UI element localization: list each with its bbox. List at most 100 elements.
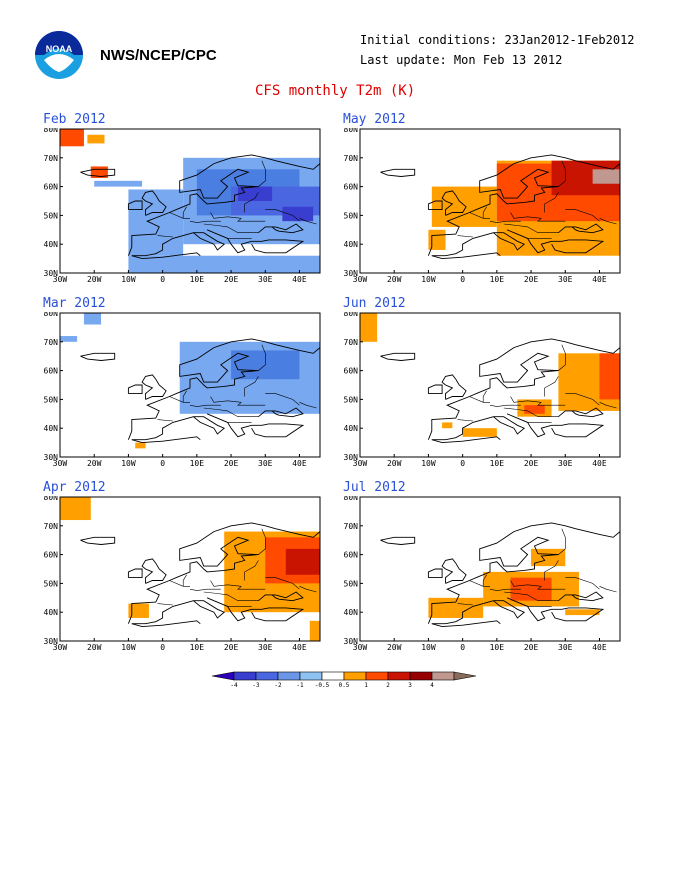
legend-label: -3 <box>252 682 260 689</box>
border <box>558 344 566 371</box>
lon-label: 20W <box>387 275 402 284</box>
lat-label: 70N <box>344 338 359 347</box>
lat-label: 30N <box>344 453 359 462</box>
border <box>237 586 266 590</box>
coastline <box>127 384 143 395</box>
map-frame <box>59 312 321 458</box>
lon-label: 30E <box>258 643 273 652</box>
panel-title: Feb 2012 <box>43 112 106 127</box>
border <box>544 376 559 397</box>
lat-label: 40N <box>44 424 59 433</box>
lat-label: 70N <box>344 154 359 163</box>
lon-label: 30W <box>353 459 368 468</box>
anomaly-cell <box>83 313 102 325</box>
anomaly-cell <box>309 620 320 641</box>
legend-swatch <box>321 671 345 681</box>
coastline <box>380 352 416 361</box>
coastline <box>431 436 501 444</box>
coastline <box>206 413 305 438</box>
coastline <box>427 568 443 579</box>
legend-swatch <box>343 671 367 681</box>
lon-label: 20W <box>387 643 402 652</box>
last-update: Last update: Mon Feb 13 2012 <box>360 53 563 67</box>
lat-label: 40N <box>344 424 359 433</box>
legend-label: 1 <box>364 682 368 689</box>
lon-label: 30W <box>53 275 68 284</box>
lon-label: 10W <box>421 275 436 284</box>
border <box>189 220 221 223</box>
anomaly-cell <box>60 336 78 342</box>
anomaly-cell <box>462 428 497 437</box>
lon-label: 10W <box>121 275 136 284</box>
border <box>457 603 473 606</box>
border <box>565 209 600 222</box>
border <box>537 218 566 222</box>
coastline <box>127 154 321 256</box>
border <box>258 528 266 555</box>
border <box>299 402 317 409</box>
panel-title: Jun 2012 <box>343 296 406 311</box>
border <box>565 577 600 590</box>
anomaly-cell <box>592 169 620 184</box>
coastline <box>258 407 304 418</box>
lon-label: 40E <box>592 643 607 652</box>
noaa-logo: NOAA <box>35 31 83 79</box>
border <box>565 393 600 406</box>
coastline <box>258 223 304 234</box>
figure-title: CFS monthly T2m (K) <box>255 83 416 99</box>
lon-label: 10E <box>190 275 205 284</box>
coastline <box>558 223 604 234</box>
anomaly-cell <box>87 134 105 144</box>
lon-label: 40E <box>292 643 307 652</box>
map-panel-feb: Feb 2012 80N 70N 60N 50N 40N 30N 30W 20W 10W 0 10E… <box>40 112 321 284</box>
lon-label: 10W <box>421 459 436 468</box>
border <box>189 588 221 591</box>
lon-label: 20E <box>224 643 239 652</box>
coastline <box>141 374 167 400</box>
border <box>189 404 221 407</box>
lat-label: 60N <box>344 183 359 192</box>
border <box>544 560 559 581</box>
coastline <box>80 536 116 545</box>
border <box>265 577 300 590</box>
legend-swatch <box>387 671 411 681</box>
lon-label: 10E <box>490 275 505 284</box>
lon-label: 10E <box>490 643 505 652</box>
legend-swatch <box>233 671 257 681</box>
anomaly-cell <box>285 548 320 575</box>
legend-label: -4 <box>230 682 238 689</box>
coastline <box>380 536 416 545</box>
map-frame <box>359 312 621 458</box>
lat-label: 50N <box>44 579 59 588</box>
anomaly-cell <box>135 442 146 449</box>
border <box>265 209 300 222</box>
map-panel-may: May 2012 80N 70N 60N 50N 40N 30N 30W 20W 10W 0 10E… <box>340 112 621 284</box>
border <box>237 218 266 222</box>
coastline <box>206 597 305 622</box>
border <box>599 402 617 409</box>
anomaly-cell <box>282 206 314 222</box>
anomaly-cell <box>128 603 149 618</box>
lon-label: 30W <box>53 643 68 652</box>
coastline <box>431 620 501 628</box>
lat-label: 70N <box>44 154 59 163</box>
coastline <box>141 190 167 216</box>
border <box>237 402 266 406</box>
lat-label: 40N <box>344 240 359 249</box>
lon-label: 10W <box>121 643 136 652</box>
border <box>503 407 559 417</box>
border <box>482 574 487 587</box>
legend-swatch <box>431 671 455 681</box>
lat-label: 40N <box>344 608 359 617</box>
coastline <box>441 374 467 400</box>
lat-label: 60N <box>344 367 359 376</box>
legend-swatch <box>277 671 301 681</box>
lon-label: 0 <box>160 275 165 284</box>
lon-label: 40E <box>292 275 307 284</box>
coastline <box>127 568 143 579</box>
anomaly-cell <box>237 186 273 201</box>
lat-label: 70N <box>44 338 59 347</box>
coastline <box>427 384 443 395</box>
border <box>489 220 521 223</box>
anomaly-cell <box>60 129 84 147</box>
